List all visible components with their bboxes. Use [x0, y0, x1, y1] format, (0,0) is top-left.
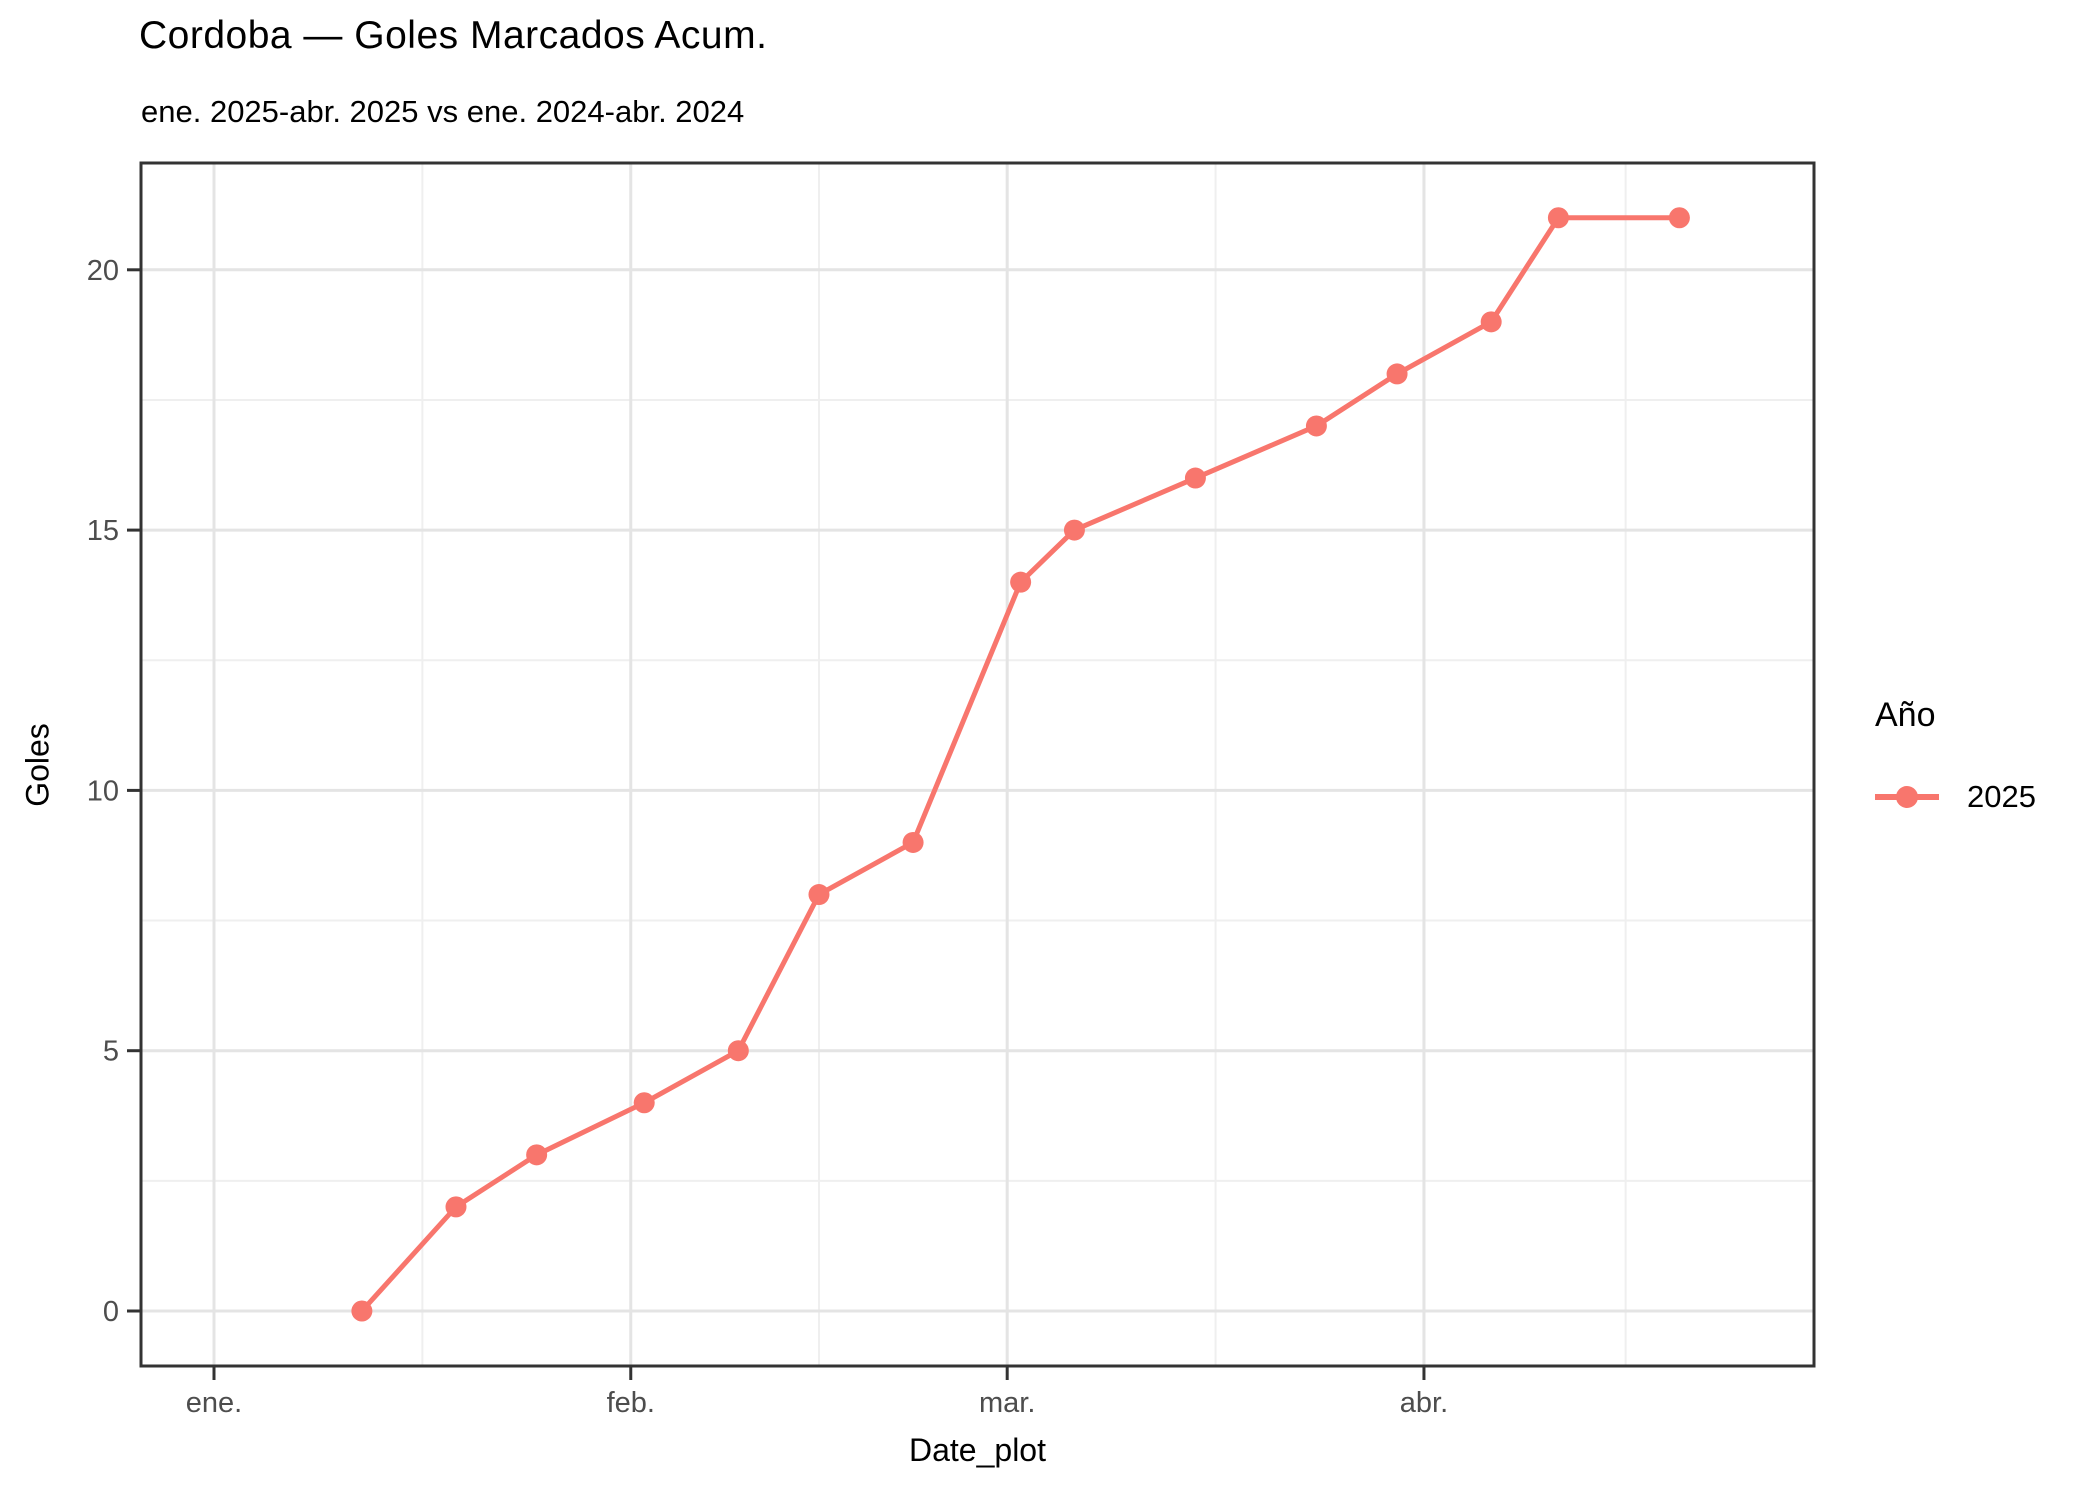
data-point	[808, 884, 830, 906]
y-tick-label: 20	[87, 255, 119, 287]
data-point	[526, 1144, 548, 1166]
data-point	[1010, 571, 1032, 593]
panel-border	[139, 161, 1816, 1368]
series-line-2025	[360, 215, 1680, 1313]
x-axis-title: Date_plot	[909, 1432, 1046, 1468]
data-point	[1386, 363, 1408, 385]
data-point	[633, 1092, 655, 1114]
data-point	[445, 1196, 467, 1218]
data-point	[902, 831, 924, 853]
x-tick-label: feb.	[607, 1387, 655, 1419]
data-point	[727, 1040, 749, 1062]
y-tick-label: 5	[103, 1036, 119, 1068]
data-point	[1063, 519, 1085, 541]
data-point	[351, 1300, 373, 1322]
data-point	[1184, 467, 1206, 489]
data-point	[1668, 207, 1690, 229]
chart-subtitle: ene. 2025-abr. 2025 vs ene. 2024-abr. 20…	[141, 94, 745, 129]
legend-title: Año	[1875, 696, 1936, 734]
data-point	[1547, 207, 1569, 229]
legend: Año 2025	[1875, 696, 2095, 815]
y-tick-label: 10	[87, 775, 119, 807]
legend-item-2025: 2025	[1875, 779, 2095, 815]
y-axis-title: Goles	[19, 723, 56, 807]
y-tick-label: 0	[103, 1296, 119, 1328]
data-point	[1480, 311, 1502, 333]
legend-item-label: 2025	[1967, 779, 2036, 814]
data-point	[1305, 415, 1327, 437]
y-tick-label: 15	[87, 515, 119, 547]
x-tick-label: ene.	[186, 1387, 242, 1419]
x-tick-label: abr.	[1400, 1387, 1448, 1419]
chart-title: Cordoba — Goles Marcados Acum.	[139, 14, 768, 57]
legend-key-line-point-icon	[1875, 784, 1939, 810]
x-tick-label: mar.	[979, 1387, 1035, 1419]
